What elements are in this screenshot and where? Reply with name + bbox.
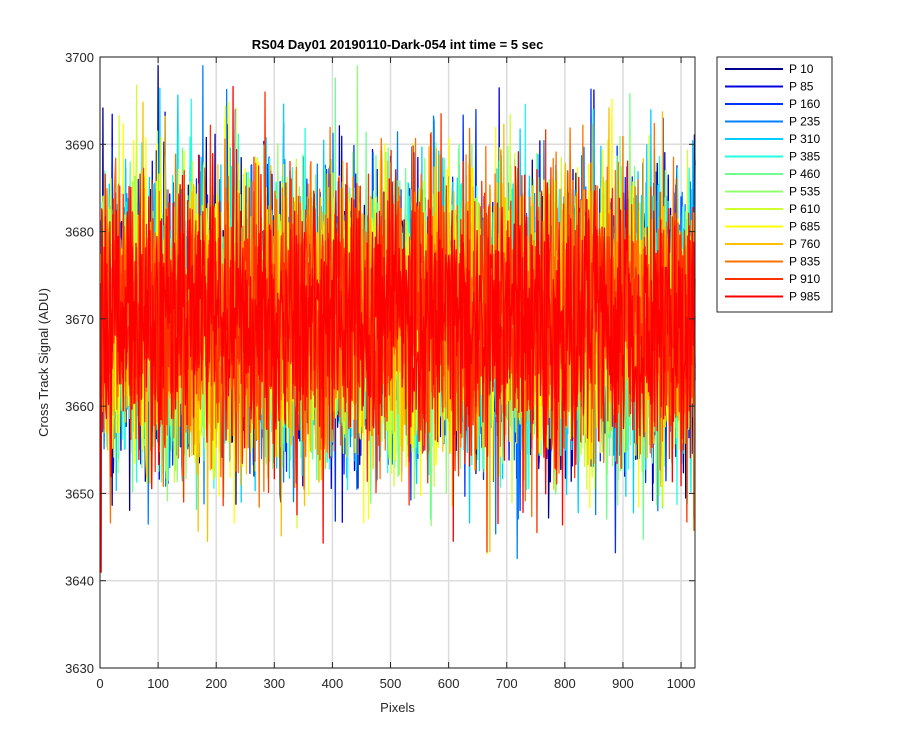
y-tick-label: 3690 (65, 137, 94, 152)
legend-label: P 310 (789, 132, 820, 146)
y-tick-label: 3670 (65, 312, 94, 327)
plot-frame (99, 56, 696, 669)
x-tick-label: 600 (438, 676, 460, 691)
y-tick-label: 3650 (65, 486, 94, 501)
x-tick-label: 100 (147, 676, 169, 691)
x-tick-label: 0 (96, 676, 103, 691)
legend-label: P 235 (789, 115, 820, 129)
y-tick-label: 3630 (65, 661, 94, 676)
legend-label: P 835 (789, 255, 820, 269)
series-lines (99, 65, 696, 573)
x-tick-label: 800 (554, 676, 576, 691)
x-axis-label: Pixels (380, 700, 415, 715)
x-tick-label: 400 (322, 676, 344, 691)
legend: P 10 P 85 P 160 P 235 P 310 P 385 P 460 P 535 P … (716, 56, 833, 313)
series-line (99, 85, 696, 573)
x-tick-label: 500 (380, 676, 402, 691)
legend-label: P 685 (789, 220, 820, 234)
x-tick-label: 200 (205, 676, 227, 691)
legend-label: P 85 (789, 80, 814, 94)
legend-label: P 985 (789, 290, 820, 304)
x-tick-label: 900 (612, 676, 634, 691)
y-tick-label: 3640 (65, 574, 94, 589)
y-tick-label: 3660 (65, 399, 94, 414)
x-tick-label: 1000 (667, 676, 696, 691)
legend-label: P 535 (789, 185, 820, 199)
legend-label: P 460 (789, 167, 820, 181)
legend-label: P 610 (789, 202, 820, 216)
legend-label: P 160 (789, 97, 820, 111)
y-tick-label: 3700 (65, 50, 94, 65)
legend-label: P 760 (789, 237, 820, 251)
legend-label: P 385 (789, 150, 820, 164)
y-axis-label: Cross Track Signal (ADU) (36, 288, 51, 437)
legend-box (716, 56, 833, 313)
chart-title: RS04 Day01 20190110-Dark-054 int time = … (252, 37, 544, 52)
legend-label: P 910 (789, 272, 820, 286)
axis-ticks: 0 100 200 300 400 500 600 700 800 900 1000 3630 3640… (65, 50, 695, 691)
legend-label: P 10 (789, 62, 814, 76)
y-tick-label: 3680 (65, 225, 94, 240)
x-tick-label: 700 (496, 676, 518, 691)
x-tick-label: 300 (263, 676, 285, 691)
